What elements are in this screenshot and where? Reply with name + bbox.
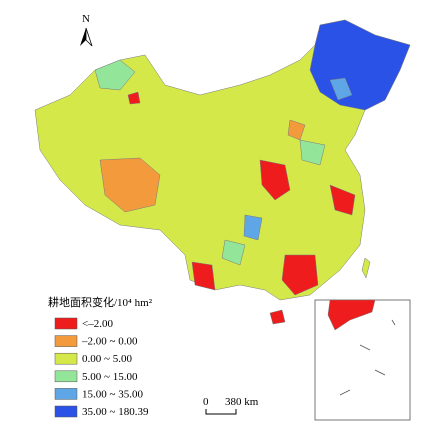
legend-swatch bbox=[54, 317, 78, 330]
legend-label: 35.00 ~ 180.39 bbox=[82, 406, 149, 418]
legend: 耕地面积变化/10⁴ hm² <–2.00 –2.00 ~ 0.00 0.00 ~ … bbox=[48, 295, 153, 418]
legend-swatch bbox=[54, 388, 78, 400]
legend-label: –2.00 ~ 0.00 bbox=[81, 336, 138, 348]
legend-label: <–2.00 bbox=[82, 318, 113, 330]
legend-swatch bbox=[54, 335, 78, 347]
china-map bbox=[34, 19, 411, 325]
legend-label: 5.00 ~ 15.00 bbox=[82, 371, 138, 383]
inset-map bbox=[314, 299, 411, 421]
legend-label: 0.00 ~ 5.00 bbox=[82, 353, 132, 365]
legend-label: 15.00 ~ 35.00 bbox=[82, 388, 143, 400]
legend-swatch bbox=[54, 370, 78, 383]
scale-bar: 0 380 km bbox=[203, 396, 259, 415]
legend-swatch bbox=[54, 405, 78, 418]
north-label: N bbox=[82, 13, 90, 25]
legend-title: 耕地面积变化/10⁴ hm² bbox=[48, 295, 153, 309]
legend-swatch bbox=[54, 352, 78, 365]
scale-end: 380 km bbox=[225, 396, 259, 408]
scale-start: 0 bbox=[203, 396, 209, 408]
north-arrow: N bbox=[80, 13, 93, 47]
